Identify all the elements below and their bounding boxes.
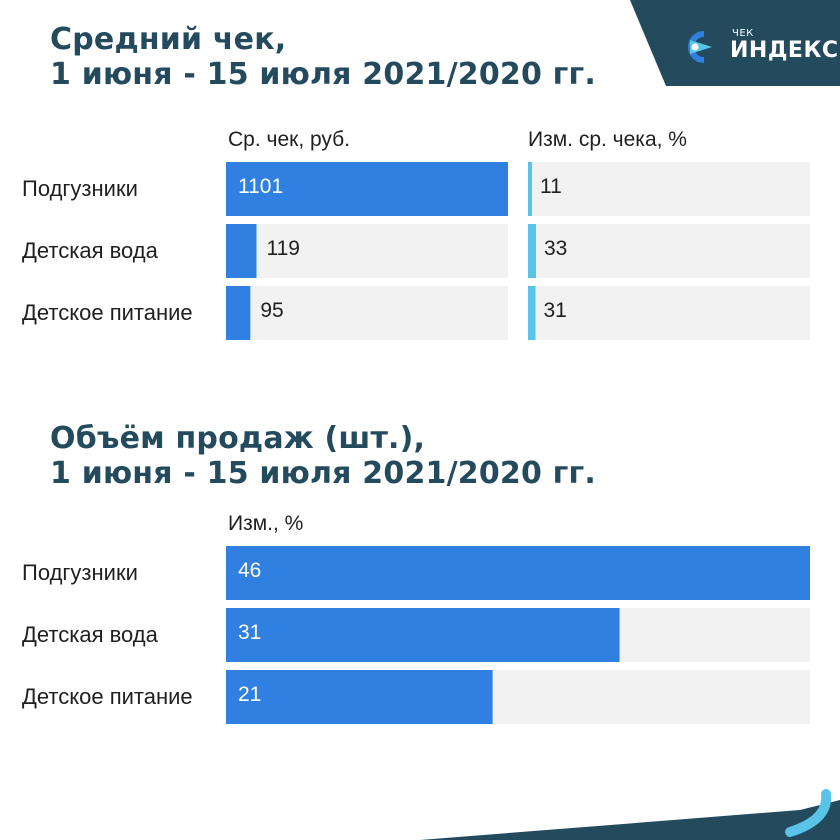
avg-check-value-label: 119 <box>266 237 300 260</box>
avg-check-bar <box>226 286 251 340</box>
chart-2-category-label: Детская вода <box>22 622 158 647</box>
sales-change-header: Изм., % <box>228 512 304 535</box>
avg-check-change-bar <box>528 162 532 216</box>
logo-text-big: ИНДЕКС <box>730 38 839 63</box>
avg-check-bar-track <box>226 224 508 278</box>
logo-text-small: ЧЕК <box>732 28 754 39</box>
avg-check-bar <box>226 224 257 278</box>
avg-check-change-bar <box>528 224 536 278</box>
chart-2-title: Объём продаж (шт.), 1 июня - 15 июля 202… <box>50 421 596 491</box>
chart-1-title: Средний чек, 1 июня - 15 июля 2021/2020 … <box>50 22 596 92</box>
avg-check-change-bar <box>528 286 536 340</box>
chart-2-category-label: Подгузники <box>22 560 138 585</box>
avg-check-value-label: 95 <box>260 299 284 322</box>
chart-1-title-line-1: Средний чек, <box>50 22 287 57</box>
sales-change-value-label: 46 <box>238 559 262 582</box>
chart-1-title-line-2: 1 июня - 15 июля 2021/2020 гг. <box>50 57 597 92</box>
avg-check-value-label: 1101 <box>238 175 284 198</box>
avg-check-change-header: Изм. ср. чека, % <box>528 128 687 151</box>
avg-check-change-value-label: 11 <box>540 175 562 198</box>
bottom-decoration <box>420 789 840 840</box>
chart-2-title-line-1: Объём продаж (шт.), <box>50 421 426 456</box>
avg-check-change-bar-track <box>528 162 810 216</box>
sales-change-value-label: 21 <box>238 683 262 706</box>
chart-1-category-label: Подгузники <box>22 176 138 201</box>
avg-check-change-value-label: 31 <box>543 299 567 322</box>
logo-badge <box>630 0 840 88</box>
avg-check-change-bar-track <box>528 286 810 340</box>
chart-2-category-label: Детское питание <box>22 684 193 709</box>
sales-change-value-label: 31 <box>238 621 262 644</box>
avg-check-header: Ср. чек, руб. <box>228 128 351 151</box>
sales-change-bar <box>226 546 810 600</box>
avg-check-change-value-label: 33 <box>544 237 568 260</box>
avg-check-change-bar-track <box>528 224 810 278</box>
chart-2-title-line-2: 1 июня - 15 июля 2021/2020 гг. <box>50 456 597 491</box>
sales-change-bar <box>226 608 620 662</box>
chart-1-category-label: Детское питание <box>22 300 193 325</box>
sales-change-bar <box>226 670 493 724</box>
avg-check-bar-track <box>226 286 508 340</box>
avg-check-bar <box>226 162 508 216</box>
chart-1-category-label: Детская вода <box>22 238 158 263</box>
